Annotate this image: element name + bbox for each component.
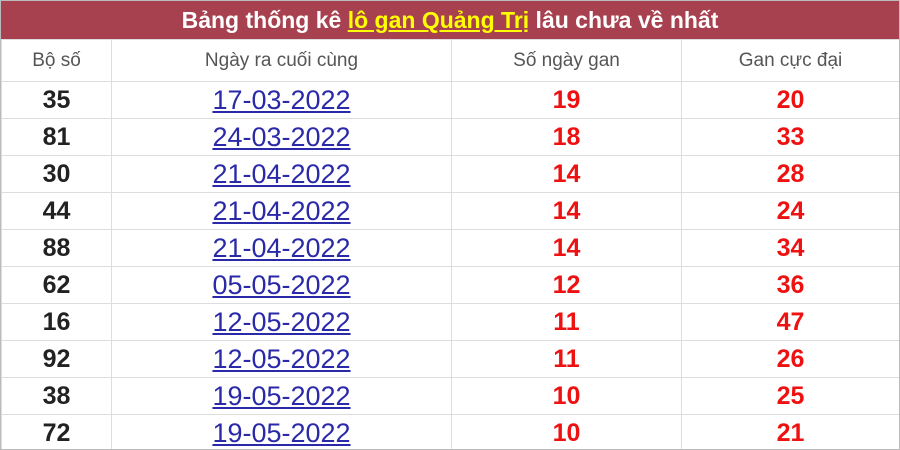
date-link[interactable]: 21-04-2022 xyxy=(212,232,351,263)
date-link[interactable]: 05-05-2022 xyxy=(212,269,351,300)
bo-so: 92 xyxy=(1,340,112,378)
date-link[interactable]: 21-04-2022 xyxy=(212,158,351,189)
header-so-ngay-gan: Số ngày gan xyxy=(451,39,682,82)
date-link[interactable]: 12-05-2022 xyxy=(212,343,351,374)
so-ngay-gan: 10 xyxy=(451,414,682,449)
date-link[interactable]: 12-05-2022 xyxy=(212,306,351,337)
date-link[interactable]: 19-05-2022 xyxy=(212,380,351,411)
gan-cuc-dai: 20 xyxy=(681,81,899,119)
bo-so: 72 xyxy=(1,414,112,449)
gan-cuc-dai: 47 xyxy=(681,303,899,341)
bo-so: 35 xyxy=(1,81,112,119)
header-row: Bộ số Ngày ra cuối cùng Số ngày gan Gan … xyxy=(1,39,899,82)
bo-so: 38 xyxy=(1,377,112,415)
table-row: 38 19-05-2022 10 25 xyxy=(1,377,899,415)
so-ngay-gan: 14 xyxy=(451,192,682,230)
table-row: 30 21-04-2022 14 28 xyxy=(1,155,899,193)
bo-so: 88 xyxy=(1,229,112,267)
so-ngay-gan: 19 xyxy=(451,81,682,119)
so-ngay-gan: 11 xyxy=(451,303,682,341)
title-suffix: lâu chưa về nhất xyxy=(529,7,719,33)
so-ngay-gan: 14 xyxy=(451,155,682,193)
gan-cuc-dai: 24 xyxy=(681,192,899,230)
bo-so: 30 xyxy=(1,155,112,193)
gan-cuc-dai: 26 xyxy=(681,340,899,378)
table-row: 62 05-05-2022 12 36 xyxy=(1,266,899,304)
header-ngay-ra: Ngày ra cuối cùng xyxy=(111,39,452,82)
bo-so: 81 xyxy=(1,118,112,156)
stats-table: Bộ số Ngày ra cuối cùng Số ngày gan Gan … xyxy=(1,39,899,449)
gan-cuc-dai: 28 xyxy=(681,155,899,193)
date-link[interactable]: 19-05-2022 xyxy=(212,417,351,448)
so-ngay-gan: 18 xyxy=(451,118,682,156)
date-link[interactable]: 17-03-2022 xyxy=(212,84,351,115)
gan-cuc-dai: 33 xyxy=(681,118,899,156)
so-ngay-gan: 10 xyxy=(451,377,682,415)
table-row: 81 24-03-2022 18 33 xyxy=(1,118,899,156)
header-gan-cuc-dai: Gan cực đại xyxy=(681,39,899,82)
date-link[interactable]: 24-03-2022 xyxy=(212,121,351,152)
so-ngay-gan: 12 xyxy=(451,266,682,304)
so-ngay-gan: 14 xyxy=(451,229,682,267)
table-row: 16 12-05-2022 11 47 xyxy=(1,303,899,341)
bo-so: 44 xyxy=(1,192,112,230)
so-ngay-gan: 11 xyxy=(451,340,682,378)
title-prefix: Bảng thống kê xyxy=(181,7,348,33)
date-link[interactable]: 21-04-2022 xyxy=(212,195,351,226)
table-title: Bảng thống kê lô gan Quảng Trị lâu chưa … xyxy=(1,1,899,39)
gan-cuc-dai: 21 xyxy=(681,414,899,449)
gan-cuc-dai: 25 xyxy=(681,377,899,415)
bo-so: 62 xyxy=(1,266,112,304)
title-highlight-link[interactable]: lô gan Quảng Trị xyxy=(347,7,530,33)
table-row: 72 19-05-2022 10 21 xyxy=(1,414,899,449)
table-row: 44 21-04-2022 14 24 xyxy=(1,192,899,230)
gan-cuc-dai: 34 xyxy=(681,229,899,267)
gan-cuc-dai: 36 xyxy=(681,266,899,304)
bo-so: 16 xyxy=(1,303,112,341)
header-bo-so: Bộ số xyxy=(1,39,112,82)
table-row: 92 12-05-2022 11 26 xyxy=(1,340,899,378)
table-row: 35 17-03-2022 19 20 xyxy=(1,81,899,119)
table-row: 88 21-04-2022 14 34 xyxy=(1,229,899,267)
